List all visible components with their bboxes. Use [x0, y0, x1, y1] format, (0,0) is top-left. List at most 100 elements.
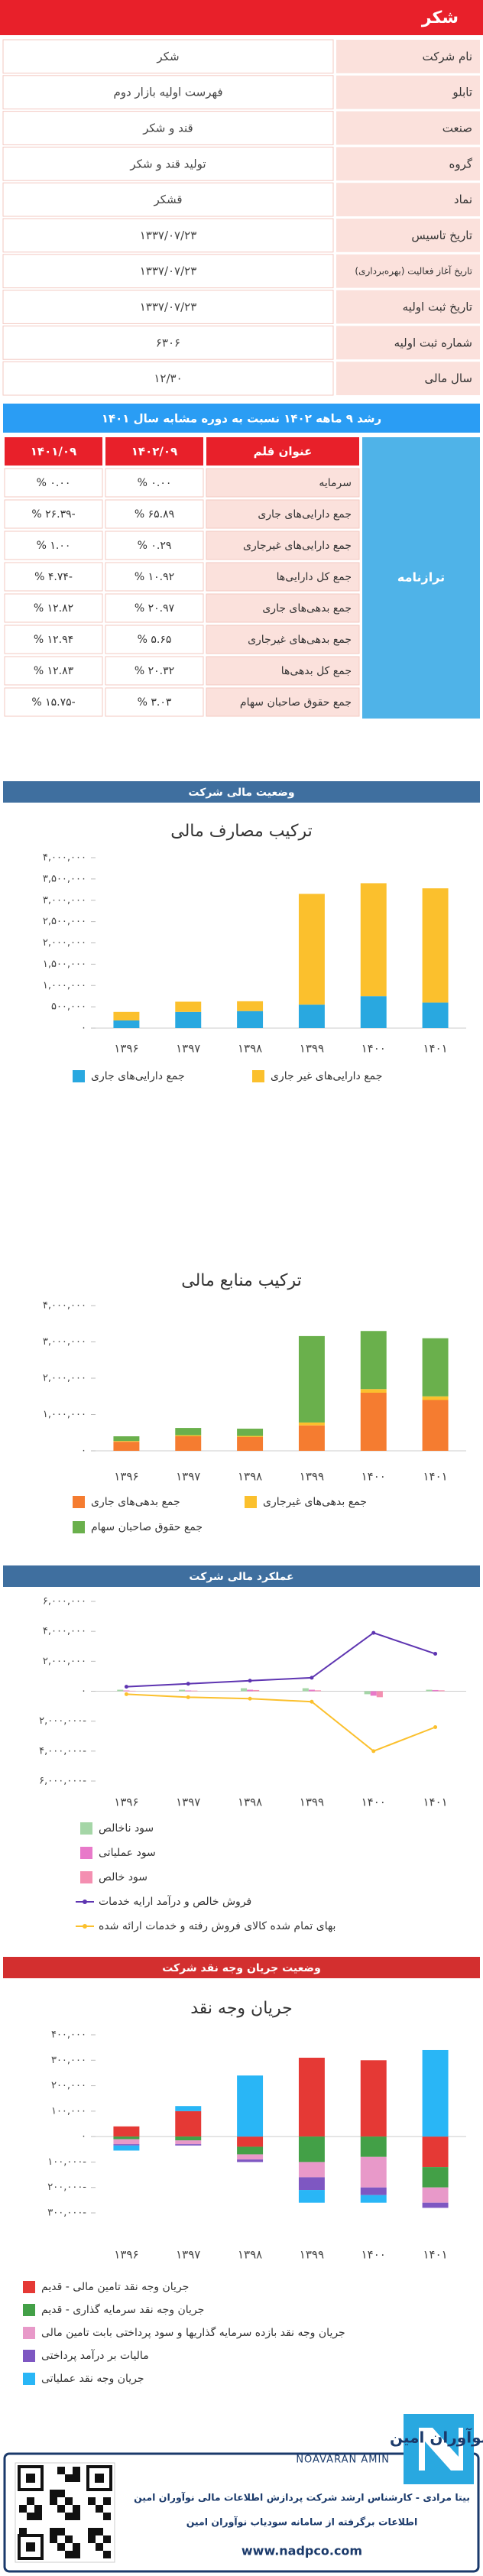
bar-segment — [422, 1002, 449, 1028]
info-value-cell — [2, 146, 334, 181]
y-tick-label: ۳,۰۰۰,۰۰۰ — [43, 894, 86, 906]
info-label-cell — [336, 290, 480, 324]
line-point — [433, 1652, 438, 1656]
qr-module — [103, 2513, 111, 2520]
y-tick-label: ۲۰۰,۰۰۰- — [47, 2182, 86, 2193]
qr-module — [57, 2543, 65, 2551]
info-value: ۱۳۳۷/۰۷/۲۳ — [140, 300, 197, 314]
bar-segment — [360, 2136, 387, 2157]
growth-cell — [206, 656, 360, 686]
bar-segment — [175, 2106, 202, 2111]
bar-segment — [298, 1335, 325, 1423]
growth-cell — [4, 530, 103, 560]
bar-segment — [422, 1338, 449, 1397]
bar — [247, 1689, 254, 1692]
legend-label: سود خالص — [99, 1871, 147, 1883]
x-tick-label: ۱۳۹۸ — [238, 1796, 262, 1809]
qr-module — [57, 2490, 65, 2497]
bar — [253, 1689, 260, 1692]
bar-segment — [175, 1428, 202, 1436]
growth-item: جمع دارایی‌های غیرجاری — [243, 540, 352, 552]
section-bar — [3, 1957, 480, 1978]
x-tick-label: ۱۳۹۹ — [300, 1796, 324, 1809]
qr-module — [19, 2528, 27, 2535]
qr-finder-core — [26, 2542, 35, 2552]
growth-cell — [4, 499, 103, 529]
qr-module — [65, 2551, 73, 2558]
bar — [240, 1688, 248, 1692]
legend-swatch — [80, 1822, 92, 1835]
y-tick-label: ۶,۰۰۰,۰۰۰- — [39, 1776, 86, 1787]
bar-segment — [237, 1436, 264, 1451]
y-tick-label: ۰ — [81, 1685, 86, 1697]
qr-module — [65, 2513, 73, 2520]
info-value: قشکر — [153, 193, 182, 206]
qr-module — [57, 2467, 65, 2474]
growth-header-cell — [105, 437, 203, 466]
bar-segment — [113, 2136, 140, 2140]
section-title: وضعیت مالی شرکت — [188, 787, 294, 799]
footer-author: بیتا مرادی - کارشناس ارشد شرکت پردازش اط… — [134, 2492, 470, 2503]
y-tick-label: ۲,۰۰۰,۰۰۰- — [39, 1715, 86, 1727]
bar-segment — [237, 1001, 264, 1011]
qr-module — [88, 2528, 96, 2535]
chart-title: جریان وجه نقد — [190, 1999, 293, 2018]
qr-module — [73, 2467, 80, 2474]
info-label: نام شرکت — [422, 50, 472, 63]
legend-label: فروش خالص و درآمد ارایه خدمات — [99, 1895, 251, 1908]
info-label: گروه — [449, 157, 472, 170]
info-label-cell — [336, 326, 480, 360]
legend-swatch — [23, 2373, 35, 2385]
line-point — [248, 1696, 252, 1701]
footer-url: www.nadpco.com — [242, 2544, 362, 2558]
growth-title-bar — [3, 404, 480, 433]
x-tick-label: ۱۳۹۷ — [176, 1470, 200, 1484]
growth-cell — [206, 468, 360, 498]
bar-segment — [422, 2202, 449, 2208]
bar-segment — [360, 2060, 387, 2137]
growth-value: ۱۲.۹۴ % — [34, 634, 73, 646]
info-label-cell — [336, 183, 480, 216]
info-label: تاریخ ثبت اولیه — [403, 300, 472, 314]
growth-header: ۱۴۰۱/۰۹ — [31, 445, 76, 459]
y-tick-label: ۱,۵۰۰,۰۰۰ — [43, 959, 86, 970]
x-tick-label: ۱۴۰۱ — [423, 1042, 447, 1056]
qr-module — [88, 2535, 96, 2543]
bar-segment — [422, 1400, 449, 1451]
bar-segment — [175, 2136, 202, 2141]
bar-segment — [422, 1396, 449, 1400]
bar — [179, 1689, 186, 1692]
bar-segment — [422, 2167, 449, 2188]
bar-segment — [237, 2159, 264, 2162]
growth-value: ۱۲.۸۲ % — [34, 602, 73, 615]
qr-module — [65, 2474, 73, 2482]
bar-segment — [113, 2144, 140, 2146]
legend-label: جمع دارایی‌های جاری — [91, 1070, 185, 1082]
bar — [308, 1689, 315, 1692]
growth-item: جمع کل دارایی‌ها — [277, 571, 352, 583]
growth-value: ۳.۰۳ % — [138, 696, 172, 709]
section-bar — [3, 781, 480, 803]
legend-swatch — [73, 1496, 85, 1508]
qr-module — [50, 2490, 57, 2497]
qr-finder — [86, 2465, 112, 2491]
legend-label: جمع حقوق صاحبان سهام — [91, 1521, 203, 1533]
growth-value: -۴.۷۴ % — [34, 571, 73, 583]
bar-segment — [175, 1001, 202, 1012]
legend-swatch — [80, 1847, 92, 1859]
bar-segment — [298, 894, 325, 1005]
growth-cell — [105, 656, 204, 686]
qr-module — [88, 2497, 96, 2505]
bar-segment — [298, 2136, 325, 2162]
info-label-cell — [336, 111, 480, 145]
qr-finder-core — [95, 2474, 104, 2483]
y-tick-label: ۲۰۰,۰۰۰ — [51, 2080, 86, 2091]
qr-finder — [18, 2534, 44, 2560]
info-value: ۱۲/۳۰ — [154, 371, 182, 385]
growth-cell — [105, 687, 204, 717]
header-title: شکر — [421, 8, 459, 28]
bar-segment — [360, 1389, 387, 1393]
growth-cell — [105, 625, 204, 654]
bar-segment — [298, 1422, 325, 1426]
